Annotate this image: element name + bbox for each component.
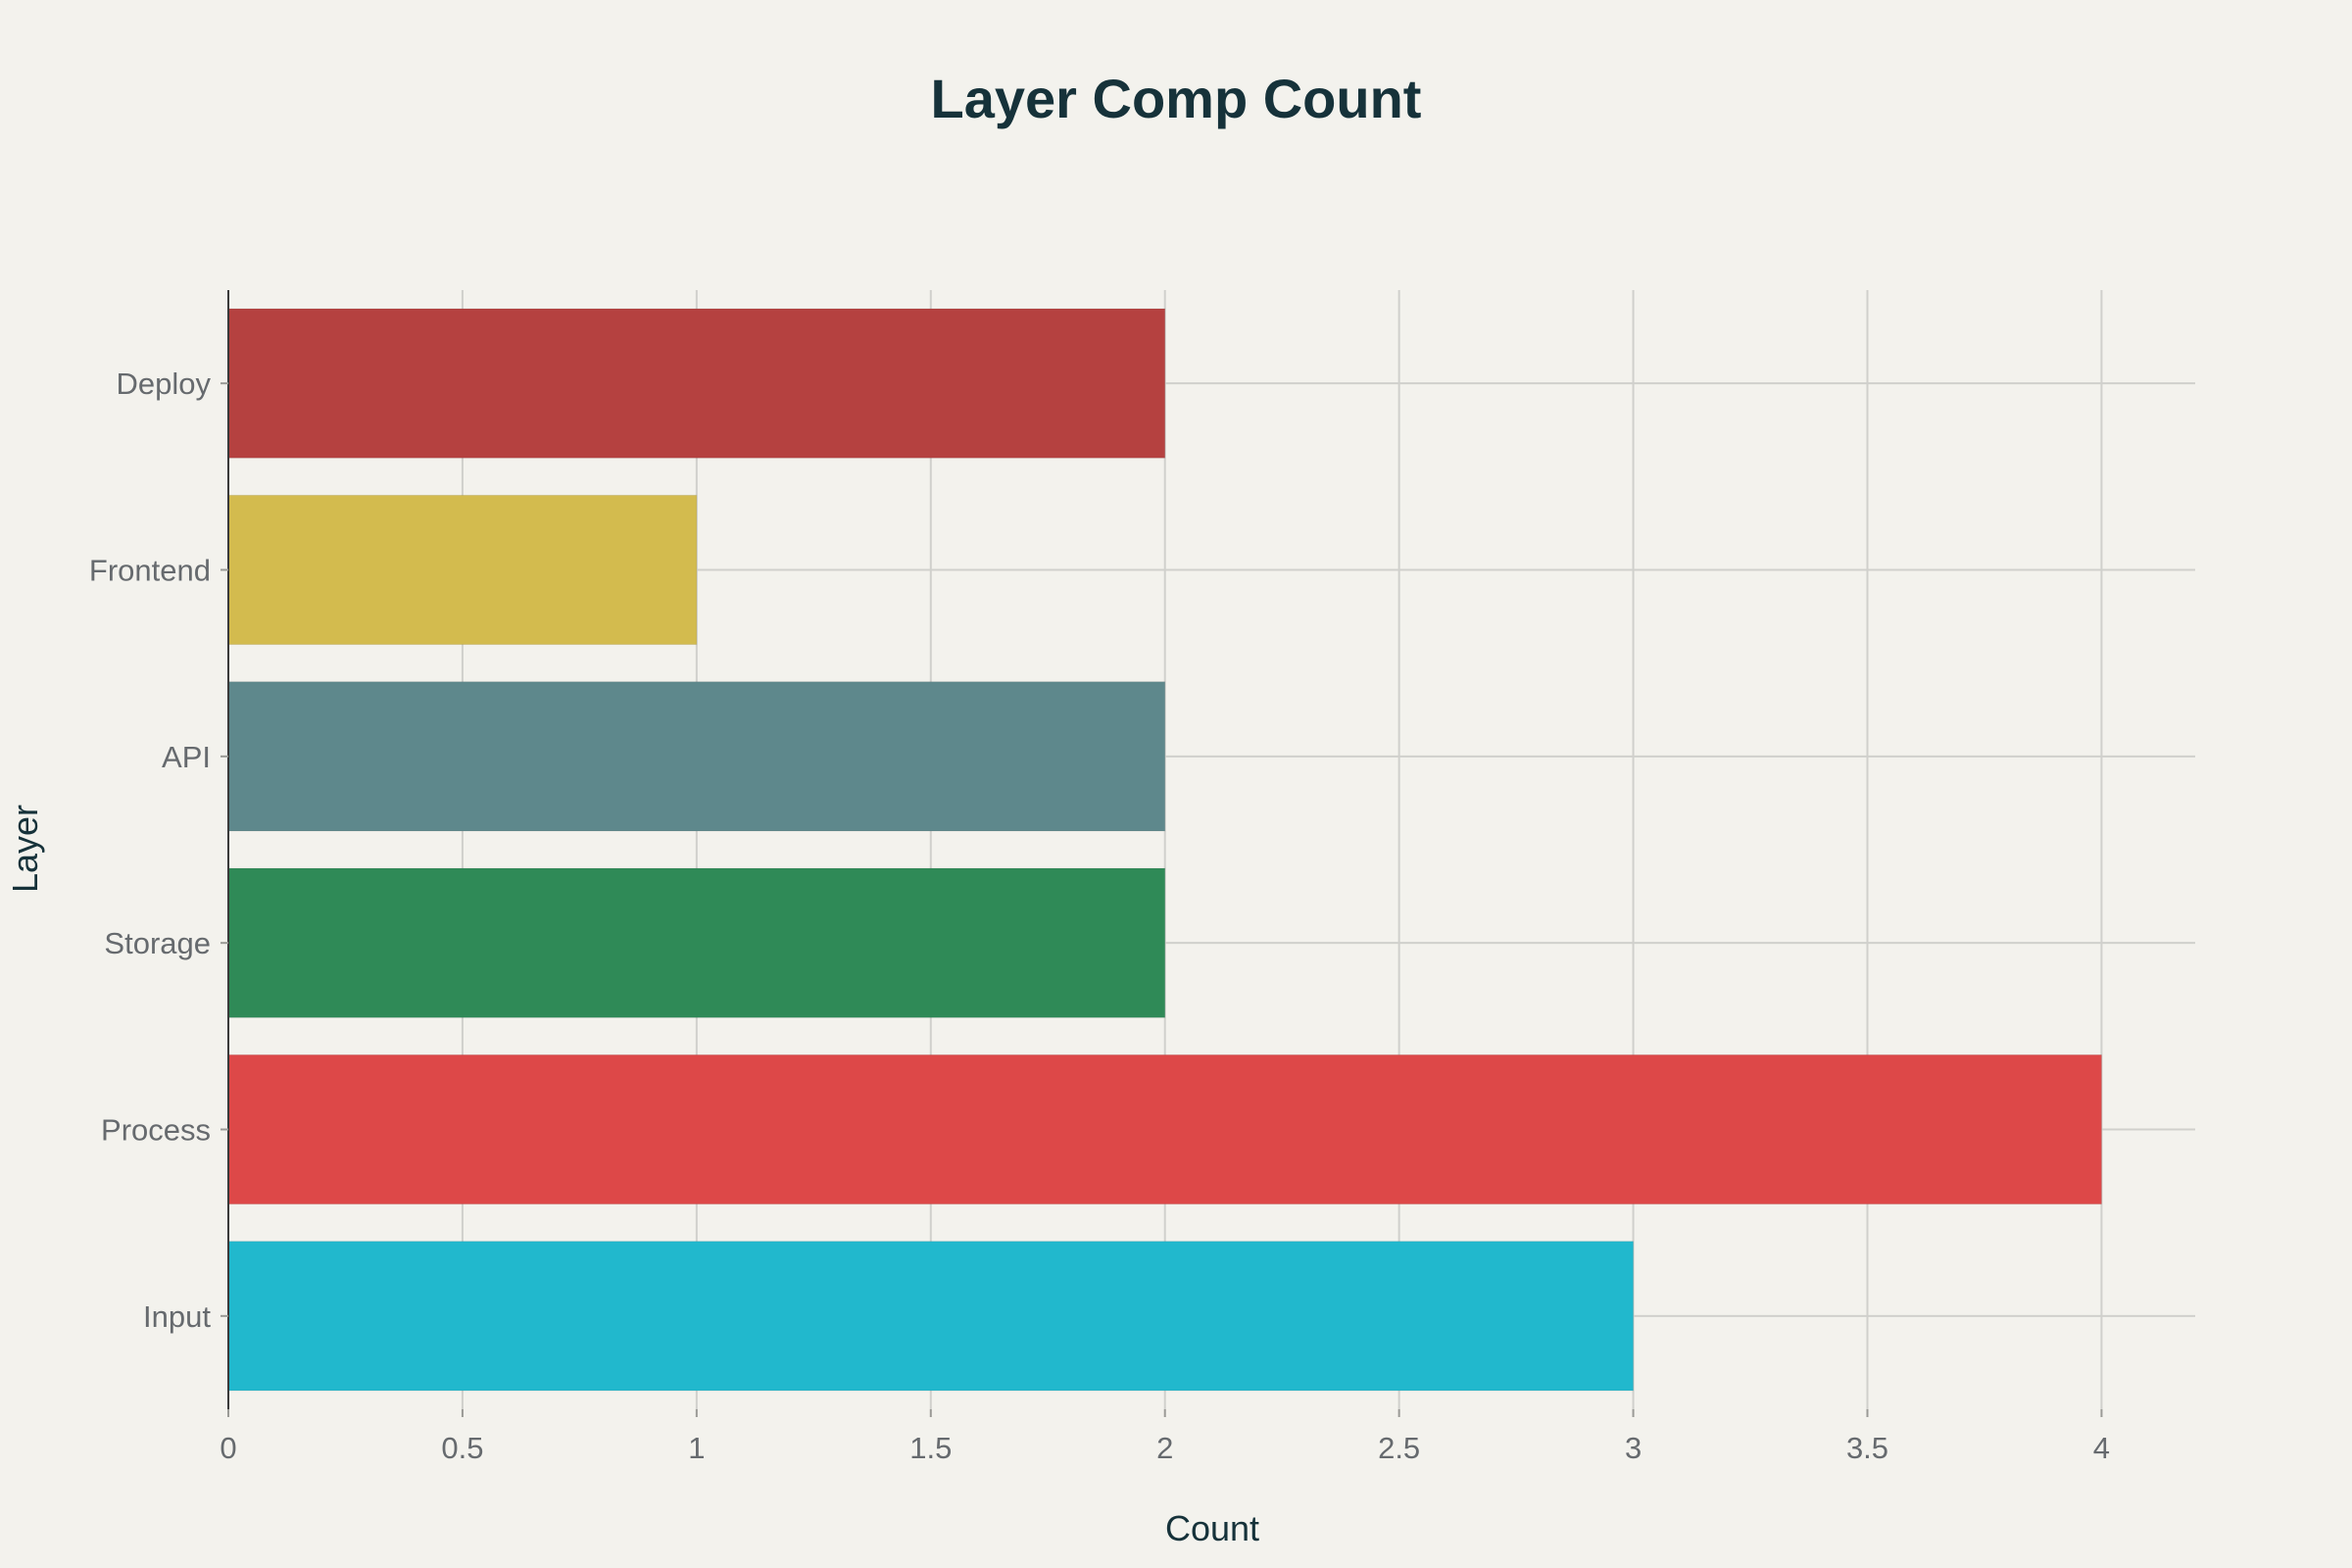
y-axis-title: Layer: [5, 805, 45, 893]
y-tick-label: Process: [101, 1113, 211, 1148]
y-tick-label: API: [162, 740, 211, 774]
x-tick-label: 4: [2093, 1431, 2110, 1465]
y-tick-label: Storage: [104, 926, 211, 960]
y-tick-label: Frontend: [89, 554, 211, 588]
axes: [220, 290, 2103, 1417]
bars: [227, 308, 2102, 1392]
y-tick-label: Deploy: [117, 367, 212, 401]
x-tick-label: 3.5: [1846, 1431, 1888, 1465]
x-tick-label: 2.5: [1378, 1431, 1420, 1465]
x-tick-label: 1: [688, 1431, 705, 1465]
x-tick-label: 1.5: [909, 1431, 952, 1465]
bar-deploy: [227, 308, 1166, 459]
bar-process: [227, 1054, 2102, 1205]
tick-labels: Input Process Storage API Frontend Deploy 0 0.5…: [89, 367, 2110, 1465]
bar-storage: [227, 867, 1166, 1018]
x-tick-label: 2: [1156, 1431, 1173, 1465]
bar-frontend: [227, 494, 698, 646]
x-tick-label: 3: [1625, 1431, 1642, 1465]
x-tick-label: 0: [220, 1431, 236, 1465]
x-tick-label: 0.5: [441, 1431, 483, 1465]
x-axis-title: Count: [1165, 1508, 1259, 1548]
bar-api: [227, 681, 1166, 832]
chart-title: Layer Comp Count: [931, 68, 1422, 129]
y-tick-label: Input: [143, 1299, 211, 1334]
bar-input: [227, 1241, 1635, 1392]
